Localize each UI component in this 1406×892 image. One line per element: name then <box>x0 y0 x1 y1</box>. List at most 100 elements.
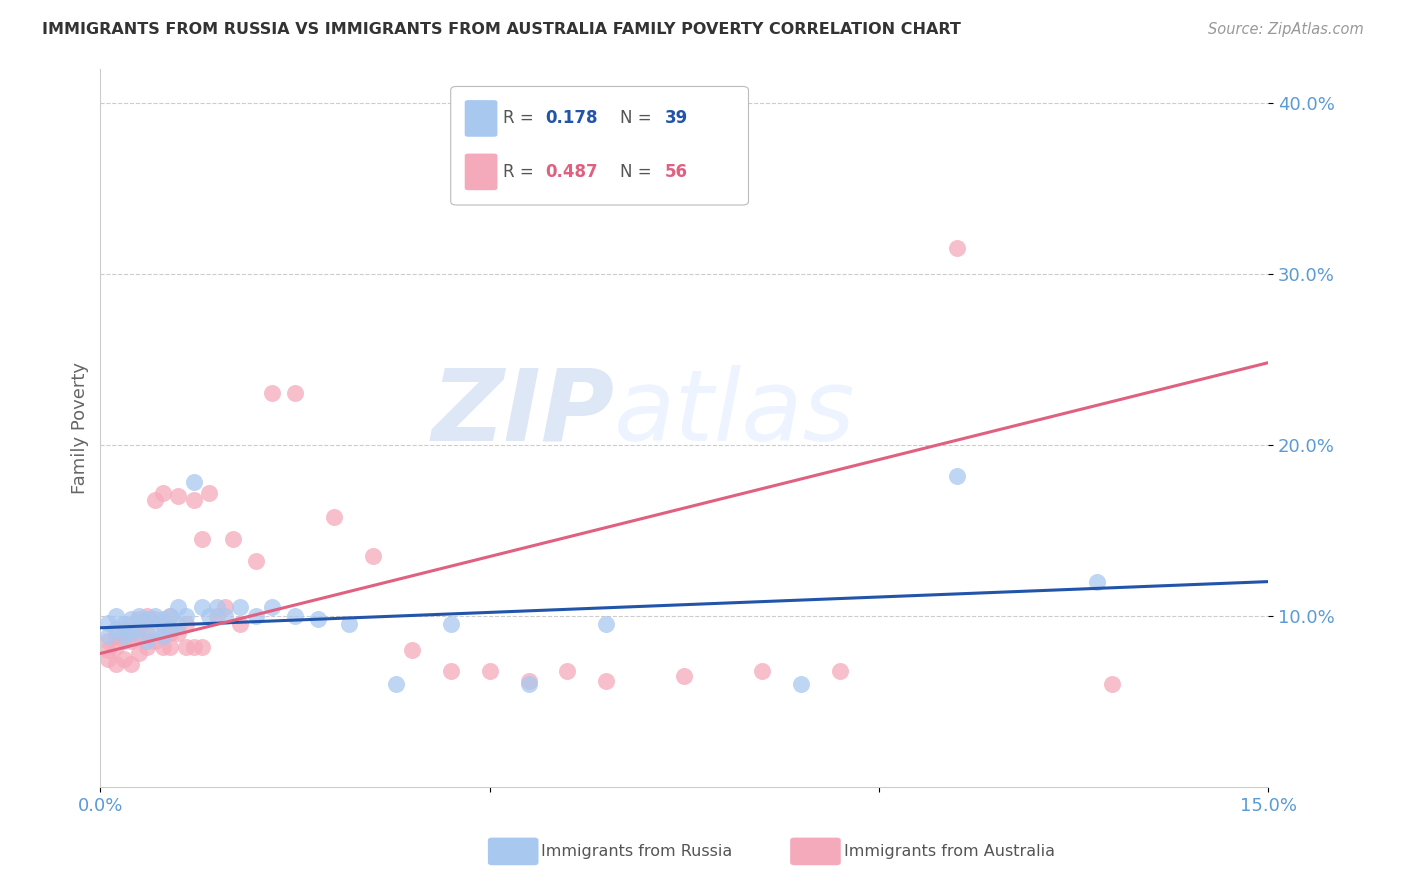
Point <box>190 640 212 654</box>
Point <box>167 617 190 632</box>
Point <box>121 626 143 640</box>
Point <box>104 629 127 643</box>
Text: Source: ZipAtlas.com: Source: ZipAtlas.com <box>1208 22 1364 37</box>
Point <box>152 485 174 500</box>
Point <box>205 600 228 615</box>
Point <box>245 554 267 568</box>
Point <box>183 492 205 507</box>
Point <box>136 608 159 623</box>
Point <box>183 475 205 490</box>
Point <box>557 664 579 678</box>
Point <box>143 492 166 507</box>
Point <box>214 608 236 623</box>
Point <box>152 617 174 632</box>
Point <box>167 600 190 615</box>
Point <box>339 617 361 632</box>
Point <box>152 640 174 654</box>
Point <box>159 608 181 623</box>
Point <box>97 651 120 665</box>
Point <box>128 612 150 626</box>
Point <box>478 664 501 678</box>
Point <box>143 634 166 648</box>
Point <box>167 626 190 640</box>
Point <box>198 485 221 500</box>
Point <box>517 673 540 688</box>
Point <box>595 673 617 688</box>
Point <box>112 623 135 637</box>
Text: ZIP: ZIP <box>432 365 614 462</box>
Point <box>401 643 423 657</box>
Point <box>112 617 135 632</box>
Text: 0.178: 0.178 <box>546 110 598 128</box>
Y-axis label: Family Poverty: Family Poverty <box>72 361 89 493</box>
FancyBboxPatch shape <box>465 153 498 190</box>
Point <box>245 608 267 623</box>
Text: R =: R = <box>503 110 540 128</box>
Point <box>174 608 197 623</box>
Point <box>517 677 540 691</box>
Point <box>945 468 967 483</box>
Point <box>284 386 307 401</box>
Point <box>167 489 190 503</box>
Point <box>104 608 127 623</box>
Point <box>143 612 166 626</box>
Point <box>136 626 159 640</box>
Point <box>136 612 159 626</box>
Text: 0.487: 0.487 <box>546 163 598 181</box>
FancyBboxPatch shape <box>451 87 748 205</box>
Point <box>1101 677 1123 691</box>
Point <box>945 241 967 255</box>
Point <box>307 612 329 626</box>
Point <box>128 608 150 623</box>
Point <box>159 626 181 640</box>
Point <box>152 612 174 626</box>
Point <box>112 629 135 643</box>
Point <box>143 608 166 623</box>
Point <box>128 623 150 637</box>
Point <box>190 532 212 546</box>
Point <box>385 677 408 691</box>
Point <box>121 617 143 632</box>
Point <box>112 651 135 665</box>
Point <box>229 600 252 615</box>
Point <box>128 647 150 661</box>
Point <box>159 640 181 654</box>
Point <box>159 608 181 623</box>
Text: N =: N = <box>620 110 657 128</box>
Point <box>112 634 135 648</box>
Point <box>205 608 228 623</box>
Point <box>440 617 463 632</box>
Point <box>136 640 159 654</box>
Text: 39: 39 <box>665 110 688 128</box>
Point <box>284 608 307 623</box>
Point <box>174 617 197 632</box>
FancyBboxPatch shape <box>465 100 498 136</box>
Text: IMMIGRANTS FROM RUSSIA VS IMMIGRANTS FROM AUSTRALIA FAMILY POVERTY CORRELATION C: IMMIGRANTS FROM RUSSIA VS IMMIGRANTS FRO… <box>42 22 962 37</box>
Point <box>183 640 205 654</box>
Point <box>790 677 813 691</box>
Point <box>1085 574 1108 589</box>
Text: N =: N = <box>620 163 657 181</box>
Point <box>673 668 696 682</box>
Point <box>136 634 159 648</box>
Text: Immigrants from Australia: Immigrants from Australia <box>844 845 1054 859</box>
Point <box>828 664 851 678</box>
Text: R =: R = <box>503 163 540 181</box>
Point <box>440 664 463 678</box>
Point <box>198 608 221 623</box>
Text: 56: 56 <box>665 163 688 181</box>
Point <box>97 634 120 648</box>
Point <box>229 617 252 632</box>
Point <box>174 640 197 654</box>
Point <box>260 600 283 615</box>
Point <box>128 629 150 643</box>
Point <box>322 509 344 524</box>
Point <box>97 629 120 643</box>
Point <box>214 600 236 615</box>
Point <box>159 623 181 637</box>
Text: Immigrants from Russia: Immigrants from Russia <box>541 845 733 859</box>
Point <box>190 600 212 615</box>
Point <box>152 629 174 643</box>
Point <box>595 617 617 632</box>
Point <box>97 643 120 657</box>
